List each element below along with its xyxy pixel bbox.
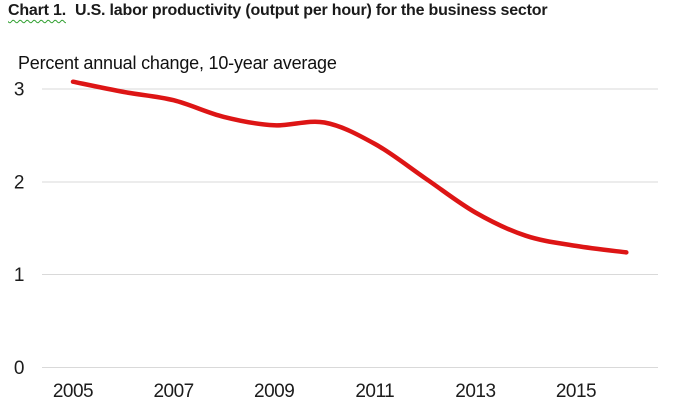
chart-title-number: Chart 1. [8,2,66,19]
chart-subtitle-axis-label: Percent annual change, 10-year average [18,53,337,73]
x-axis-tick-label: 2007 [153,381,193,402]
y-axis-tick-label: 1 [14,265,24,286]
y-axis-tick-label: 3 [14,80,24,101]
x-axis-tick-label: 2015 [556,381,596,402]
x-axis-tick-label: 2013 [455,381,495,402]
productivity-series-line [70,79,629,255]
x-axis-tick-label: 2005 [53,381,93,402]
y-axis-tick-label: 0 [14,358,24,379]
x-axis-tick-label: 2009 [254,381,294,402]
x-axis-tick-label: 2011 [355,381,394,402]
chart-title: Chart 1. U.S. labor productivity (output … [8,2,548,20]
chart-title-text: U.S. labor productivity (output per hour… [74,2,548,19]
y-axis-tick-label: 2 [14,172,24,193]
